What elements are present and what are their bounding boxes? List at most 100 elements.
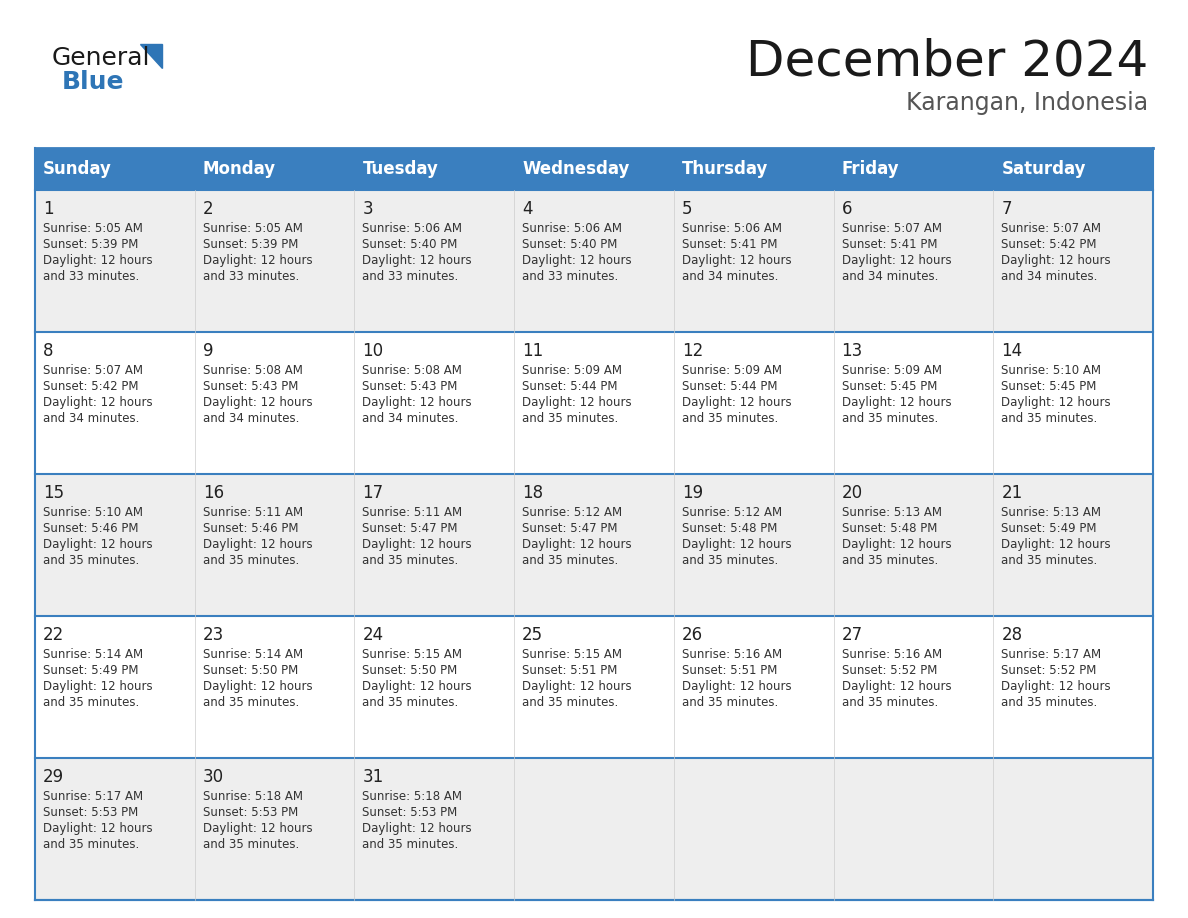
Text: 9: 9: [203, 342, 213, 360]
Bar: [993, 148, 1154, 190]
Text: Daylight: 12 hours: Daylight: 12 hours: [362, 538, 472, 551]
Bar: [514, 190, 674, 332]
Text: Daylight: 12 hours: Daylight: 12 hours: [841, 254, 952, 267]
Text: Blue: Blue: [62, 70, 125, 94]
Text: Daylight: 12 hours: Daylight: 12 hours: [43, 822, 152, 835]
Text: 12: 12: [682, 342, 703, 360]
Text: Sunset: 5:48 PM: Sunset: 5:48 PM: [841, 522, 937, 535]
Text: December 2024: December 2024: [746, 38, 1148, 86]
Bar: [195, 190, 354, 332]
Text: Daylight: 12 hours: Daylight: 12 hours: [841, 396, 952, 409]
Text: Daylight: 12 hours: Daylight: 12 hours: [682, 538, 791, 551]
Text: Sunset: 5:47 PM: Sunset: 5:47 PM: [362, 522, 457, 535]
Text: Daylight: 12 hours: Daylight: 12 hours: [203, 254, 312, 267]
Text: 8: 8: [43, 342, 53, 360]
Text: 19: 19: [682, 484, 703, 502]
Text: Sunset: 5:49 PM: Sunset: 5:49 PM: [43, 664, 139, 677]
Text: 16: 16: [203, 484, 223, 502]
Text: and 35 minutes.: and 35 minutes.: [841, 554, 937, 567]
Text: 15: 15: [43, 484, 64, 502]
Text: Sunrise: 5:09 AM: Sunrise: 5:09 AM: [682, 364, 782, 377]
Bar: [195, 758, 354, 900]
Bar: [993, 190, 1154, 332]
Text: and 35 minutes.: and 35 minutes.: [203, 838, 299, 851]
Bar: [674, 758, 834, 900]
Text: Sunrise: 5:08 AM: Sunrise: 5:08 AM: [203, 364, 303, 377]
Text: 25: 25: [523, 626, 543, 644]
Text: and 33 minutes.: and 33 minutes.: [523, 270, 619, 283]
Bar: [34, 148, 195, 190]
Text: Sunrise: 5:07 AM: Sunrise: 5:07 AM: [1001, 222, 1101, 235]
Text: Daylight: 12 hours: Daylight: 12 hours: [203, 822, 312, 835]
Text: 29: 29: [43, 768, 64, 786]
Bar: [993, 474, 1154, 616]
Text: Sunset: 5:50 PM: Sunset: 5:50 PM: [362, 664, 457, 677]
Text: Sunset: 5:50 PM: Sunset: 5:50 PM: [203, 664, 298, 677]
Text: Sunset: 5:52 PM: Sunset: 5:52 PM: [841, 664, 937, 677]
Text: Daylight: 12 hours: Daylight: 12 hours: [841, 538, 952, 551]
Text: and 35 minutes.: and 35 minutes.: [1001, 554, 1098, 567]
Text: and 34 minutes.: and 34 minutes.: [362, 412, 459, 425]
Text: 1: 1: [43, 200, 53, 218]
Bar: [514, 474, 674, 616]
Bar: [834, 474, 993, 616]
Text: Sunrise: 5:12 AM: Sunrise: 5:12 AM: [682, 506, 782, 519]
Bar: [354, 332, 514, 474]
Text: Daylight: 12 hours: Daylight: 12 hours: [362, 680, 472, 693]
Text: Sunset: 5:53 PM: Sunset: 5:53 PM: [362, 806, 457, 819]
Text: Sunrise: 5:14 AM: Sunrise: 5:14 AM: [43, 648, 143, 661]
Bar: [834, 758, 993, 900]
Text: 20: 20: [841, 484, 862, 502]
Text: and 35 minutes.: and 35 minutes.: [362, 838, 459, 851]
Text: and 35 minutes.: and 35 minutes.: [203, 554, 299, 567]
Bar: [195, 332, 354, 474]
Text: 11: 11: [523, 342, 543, 360]
Text: Sunset: 5:51 PM: Sunset: 5:51 PM: [523, 664, 618, 677]
Text: and 35 minutes.: and 35 minutes.: [841, 696, 937, 709]
Text: and 34 minutes.: and 34 minutes.: [682, 270, 778, 283]
Text: 17: 17: [362, 484, 384, 502]
Text: Daylight: 12 hours: Daylight: 12 hours: [362, 254, 472, 267]
Text: 3: 3: [362, 200, 373, 218]
Text: Sunset: 5:43 PM: Sunset: 5:43 PM: [203, 380, 298, 393]
Text: Sunrise: 5:08 AM: Sunrise: 5:08 AM: [362, 364, 462, 377]
Text: and 35 minutes.: and 35 minutes.: [523, 554, 619, 567]
Bar: [993, 332, 1154, 474]
Text: 28: 28: [1001, 626, 1023, 644]
Bar: [514, 616, 674, 758]
Text: Sunrise: 5:06 AM: Sunrise: 5:06 AM: [362, 222, 462, 235]
Text: Daylight: 12 hours: Daylight: 12 hours: [1001, 680, 1111, 693]
Text: and 35 minutes.: and 35 minutes.: [362, 696, 459, 709]
Text: 5: 5: [682, 200, 693, 218]
Bar: [514, 332, 674, 474]
Text: and 35 minutes.: and 35 minutes.: [682, 412, 778, 425]
Bar: [834, 332, 993, 474]
Text: 14: 14: [1001, 342, 1023, 360]
Text: Sunset: 5:43 PM: Sunset: 5:43 PM: [362, 380, 457, 393]
Text: 24: 24: [362, 626, 384, 644]
Text: 23: 23: [203, 626, 225, 644]
Text: Sunrise: 5:07 AM: Sunrise: 5:07 AM: [43, 364, 143, 377]
Text: Sunset: 5:41 PM: Sunset: 5:41 PM: [841, 238, 937, 251]
Text: 10: 10: [362, 342, 384, 360]
Text: Daylight: 12 hours: Daylight: 12 hours: [1001, 538, 1111, 551]
Text: and 35 minutes.: and 35 minutes.: [841, 412, 937, 425]
Text: Sunrise: 5:09 AM: Sunrise: 5:09 AM: [523, 364, 623, 377]
Text: Sunrise: 5:16 AM: Sunrise: 5:16 AM: [682, 648, 782, 661]
Text: Daylight: 12 hours: Daylight: 12 hours: [523, 680, 632, 693]
Text: Sunset: 5:42 PM: Sunset: 5:42 PM: [43, 380, 139, 393]
Bar: [514, 148, 674, 190]
Text: Sunrise: 5:17 AM: Sunrise: 5:17 AM: [43, 790, 143, 803]
Bar: [34, 616, 195, 758]
Text: Sunrise: 5:09 AM: Sunrise: 5:09 AM: [841, 364, 942, 377]
Text: Sunset: 5:53 PM: Sunset: 5:53 PM: [43, 806, 138, 819]
Text: Daylight: 12 hours: Daylight: 12 hours: [523, 254, 632, 267]
Text: Sunset: 5:40 PM: Sunset: 5:40 PM: [362, 238, 457, 251]
Bar: [993, 758, 1154, 900]
Text: Saturday: Saturday: [1001, 160, 1086, 178]
Text: Sunset: 5:52 PM: Sunset: 5:52 PM: [1001, 664, 1097, 677]
Bar: [674, 332, 834, 474]
Text: 13: 13: [841, 342, 862, 360]
Text: and 35 minutes.: and 35 minutes.: [682, 554, 778, 567]
Text: Sunset: 5:45 PM: Sunset: 5:45 PM: [841, 380, 937, 393]
